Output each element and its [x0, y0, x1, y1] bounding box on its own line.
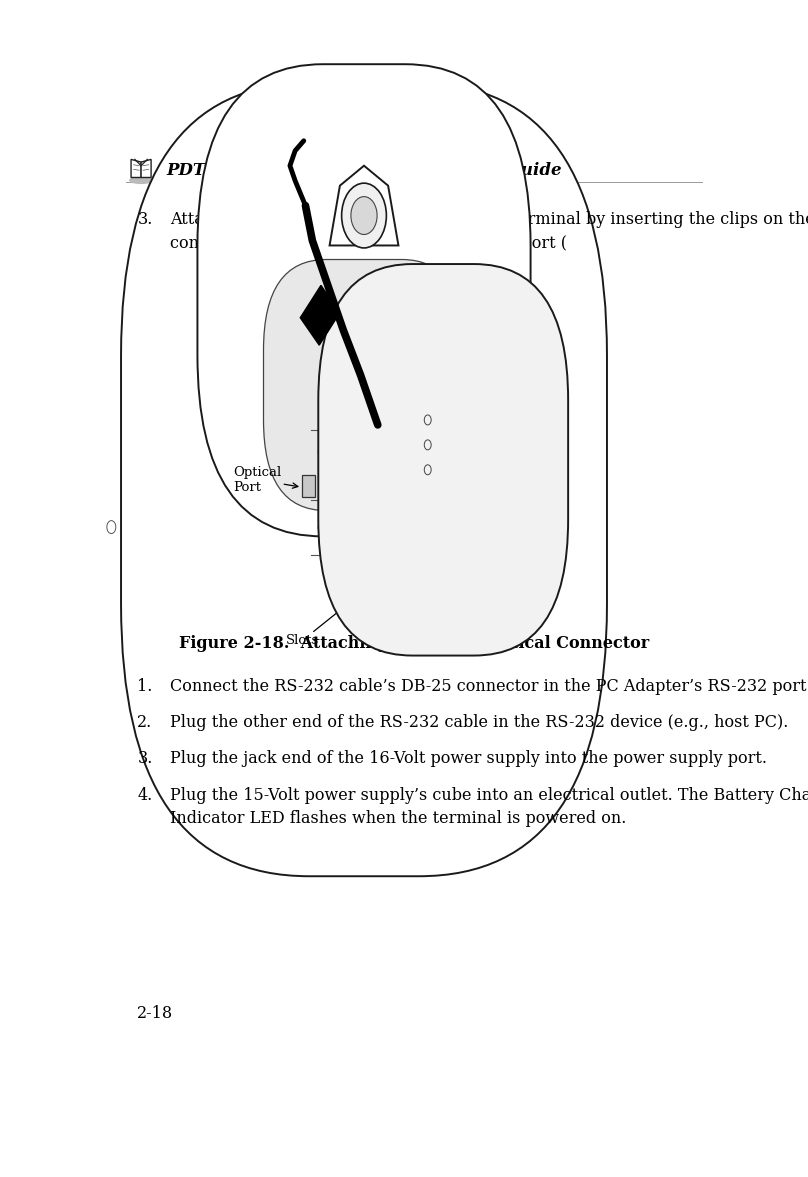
Polygon shape — [141, 159, 151, 178]
Bar — [302, 474, 315, 497]
Ellipse shape — [130, 177, 153, 184]
Text: Connect the RS-232 cable’s DB-25 connector in the PC Adapter’s RS-232 port.: Connect the RS-232 cable’s DB-25 connect… — [170, 678, 808, 694]
Text: Plug the jack end of the 16-Volt power supply into the power supply port.: Plug the jack end of the 16-Volt power s… — [170, 750, 767, 767]
FancyBboxPatch shape — [263, 259, 465, 511]
Text: Plug the 15-Volt power supply’s cube into an electrical outlet. The Battery Char: Plug the 15-Volt power supply’s cube int… — [170, 786, 808, 804]
Polygon shape — [301, 285, 340, 345]
Text: PIM Optical
Connector: PIM Optical Connector — [392, 311, 531, 355]
Polygon shape — [131, 159, 141, 178]
Text: Optical
Port: Optical Port — [234, 466, 298, 493]
Text: 3.: 3. — [137, 211, 153, 228]
FancyBboxPatch shape — [318, 264, 568, 656]
Polygon shape — [330, 166, 398, 246]
Circle shape — [351, 197, 377, 234]
Text: Slots: Slots — [285, 601, 351, 647]
Ellipse shape — [355, 455, 373, 473]
Circle shape — [342, 184, 386, 248]
Text: 2.: 2. — [137, 714, 153, 731]
Text: Plug the other end of the RS-232 cable in the RS-232 device (e.g., host PC).: Plug the other end of the RS-232 cable i… — [170, 714, 789, 731]
Text: 4.: 4. — [137, 786, 153, 804]
Text: PIM Cable: PIM Cable — [437, 584, 531, 601]
Text: connector in the slots on either side of the port (: connector in the slots on either side of… — [170, 235, 567, 253]
Text: Figure 2-18: Figure 2-18 — [400, 235, 495, 253]
Text: Indicator LED flashes when the terminal is powered on.: Indicator LED flashes when the terminal … — [170, 810, 626, 827]
Text: Attach the PIM’s optical connector to the terminal by inserting the clips on the: Attach the PIM’s optical connector to th… — [170, 211, 808, 228]
Text: Clips: Clips — [472, 464, 518, 477]
Text: ).: ). — [461, 235, 473, 253]
FancyBboxPatch shape — [121, 84, 607, 876]
Ellipse shape — [327, 455, 346, 473]
Text: PDT 6800 Series Product Reference Guide: PDT 6800 Series Product Reference Guide — [166, 161, 562, 179]
Text: 3.: 3. — [137, 750, 153, 767]
Ellipse shape — [410, 455, 428, 473]
Text: 1.: 1. — [137, 678, 153, 694]
Text: 2-18: 2-18 — [137, 1005, 174, 1022]
Ellipse shape — [382, 455, 401, 473]
Text: Figure 2-18.  Attaching the PIM’s Optical Connector: Figure 2-18. Attaching the PIM’s Optical… — [179, 636, 649, 652]
FancyBboxPatch shape — [197, 65, 531, 537]
